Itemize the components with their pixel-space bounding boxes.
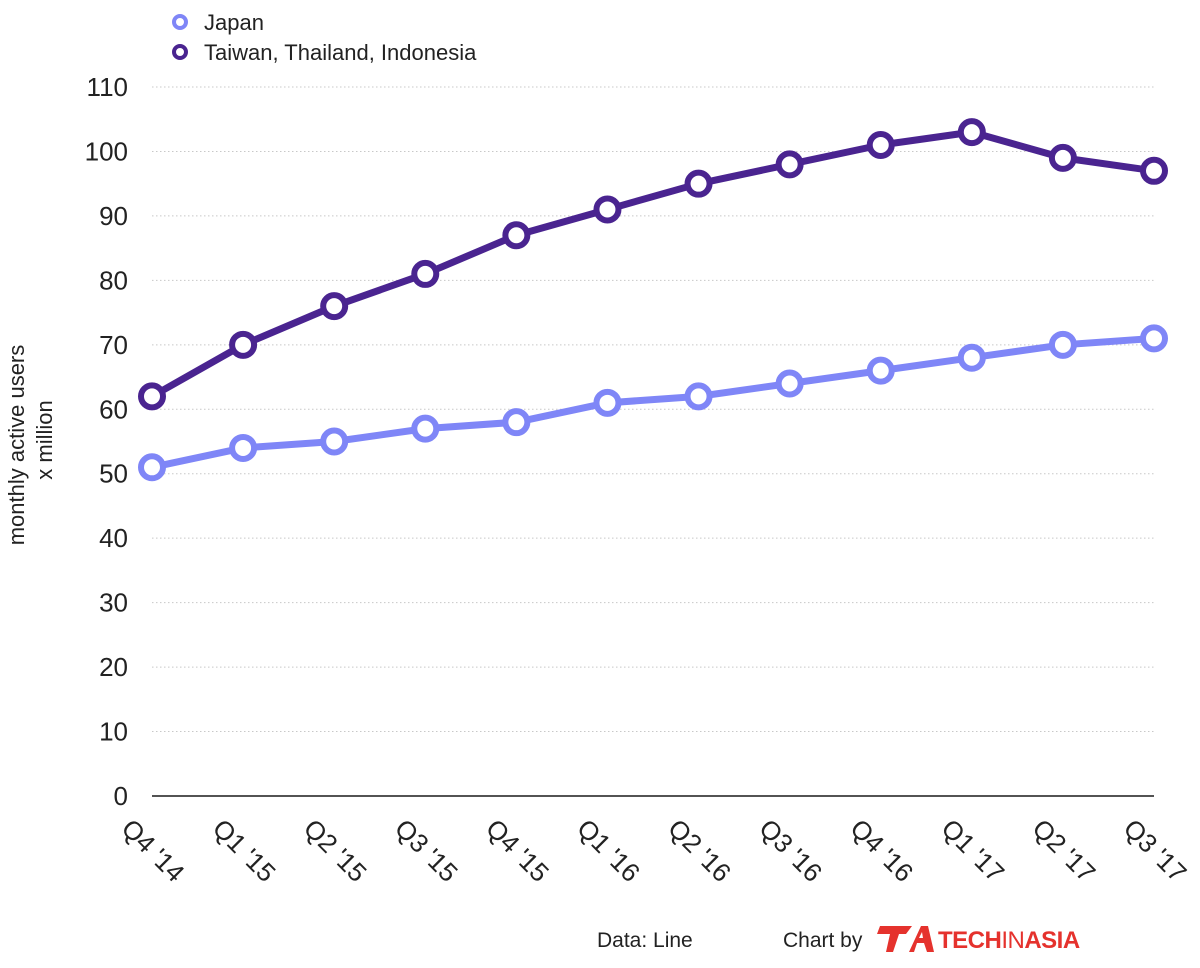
y-axis-label-line1: monthly active users [4,345,29,546]
data-source-note: Data: Line [597,929,693,952]
x-tick-label: Q4 '14 [116,813,191,888]
x-axis-ticks: Q4 '14 Q1 '15 Q2 '15 Q3 '15 Q4 '15 Q1 '16 Q2 '… [116,813,1193,888]
legend-label: Taiwan, Thailand, Indonesia [204,40,477,65]
y-tick-label: 20 [99,652,128,682]
x-tick-label: Q3 '17 [1118,813,1193,888]
brand-asia: ASIA [1024,927,1080,954]
data-point [1140,156,1168,185]
x-tick-label: Q2 '17 [1027,813,1102,888]
x-tick-label: Q1 '15 [207,813,282,888]
series-line [148,128,1158,400]
x-tick-label: Q1 '16 [571,813,646,888]
gridlines [152,86,1154,733]
data-point [775,369,804,398]
data-point [138,382,166,411]
series-0 [138,324,1168,482]
data-point [866,356,895,385]
data-point [957,343,986,372]
data-point [229,433,258,462]
series-1 [138,118,1168,411]
y-tick-label: 50 [99,459,128,489]
svg-text:TECHINASIA: TECHINASIA [938,927,1080,954]
legend-marker [172,44,188,60]
x-tick-label: Q1 '17 [936,813,1011,888]
data-point [138,453,166,482]
series-lines [138,118,1168,482]
x-tick-label: Q3 '15 [389,813,464,888]
data-point [1140,324,1168,353]
legend-marker [172,14,188,30]
y-tick-label: 60 [99,394,128,424]
y-tick-label: 70 [99,330,128,360]
data-point [775,150,804,179]
series-line [148,334,1158,471]
data-point [320,292,349,321]
x-tick-label: Q4 '16 [844,813,919,888]
chart-credit: Chart by [783,929,863,952]
data-point [411,259,440,288]
y-axis-label: monthly active users [4,345,29,546]
x-tick-label: Q4 '15 [480,813,555,888]
y-tick-label: 10 [99,717,128,747]
data-point [1048,330,1077,359]
techinasia-logo: TECHINASIA [877,926,1080,954]
y-tick-label: 110 [87,72,128,102]
y-tick-label: 90 [99,201,128,231]
y-axis-label-line2: x million [32,400,57,479]
data-point [411,414,440,443]
data-point [593,388,622,417]
y-axis-ticks: 0 10 20 30 40 50 60 70 80 90 100 110 [85,72,128,811]
x-tick-label: Q2 '15 [298,813,373,888]
legend: Japan Taiwan, Thailand, Indonesia [172,10,477,65]
y-tick-label: 0 [114,781,128,811]
y-tick-label: 30 [99,588,128,618]
x-tick-label: Q2 '16 [662,813,737,888]
data-point [684,382,713,411]
data-point [229,330,258,359]
data-point [957,118,986,147]
legend-label: Japan [204,10,264,35]
data-point [593,195,622,224]
brand-in: IN [1001,927,1024,954]
data-point [866,131,895,160]
y-axis-label-2: x million [32,400,57,479]
data-point [320,427,349,456]
x-tick-label: Q3 '16 [753,813,828,888]
data-point [1048,143,1077,172]
techinasia-logo-mark [877,926,934,952]
data-point [502,408,531,437]
y-tick-label: 100 [85,136,128,166]
brand-tech: TECH [938,927,1001,954]
y-tick-label: 80 [99,265,128,295]
y-tick-label: 40 [99,523,128,553]
data-point [684,169,713,198]
data-point [502,221,531,250]
